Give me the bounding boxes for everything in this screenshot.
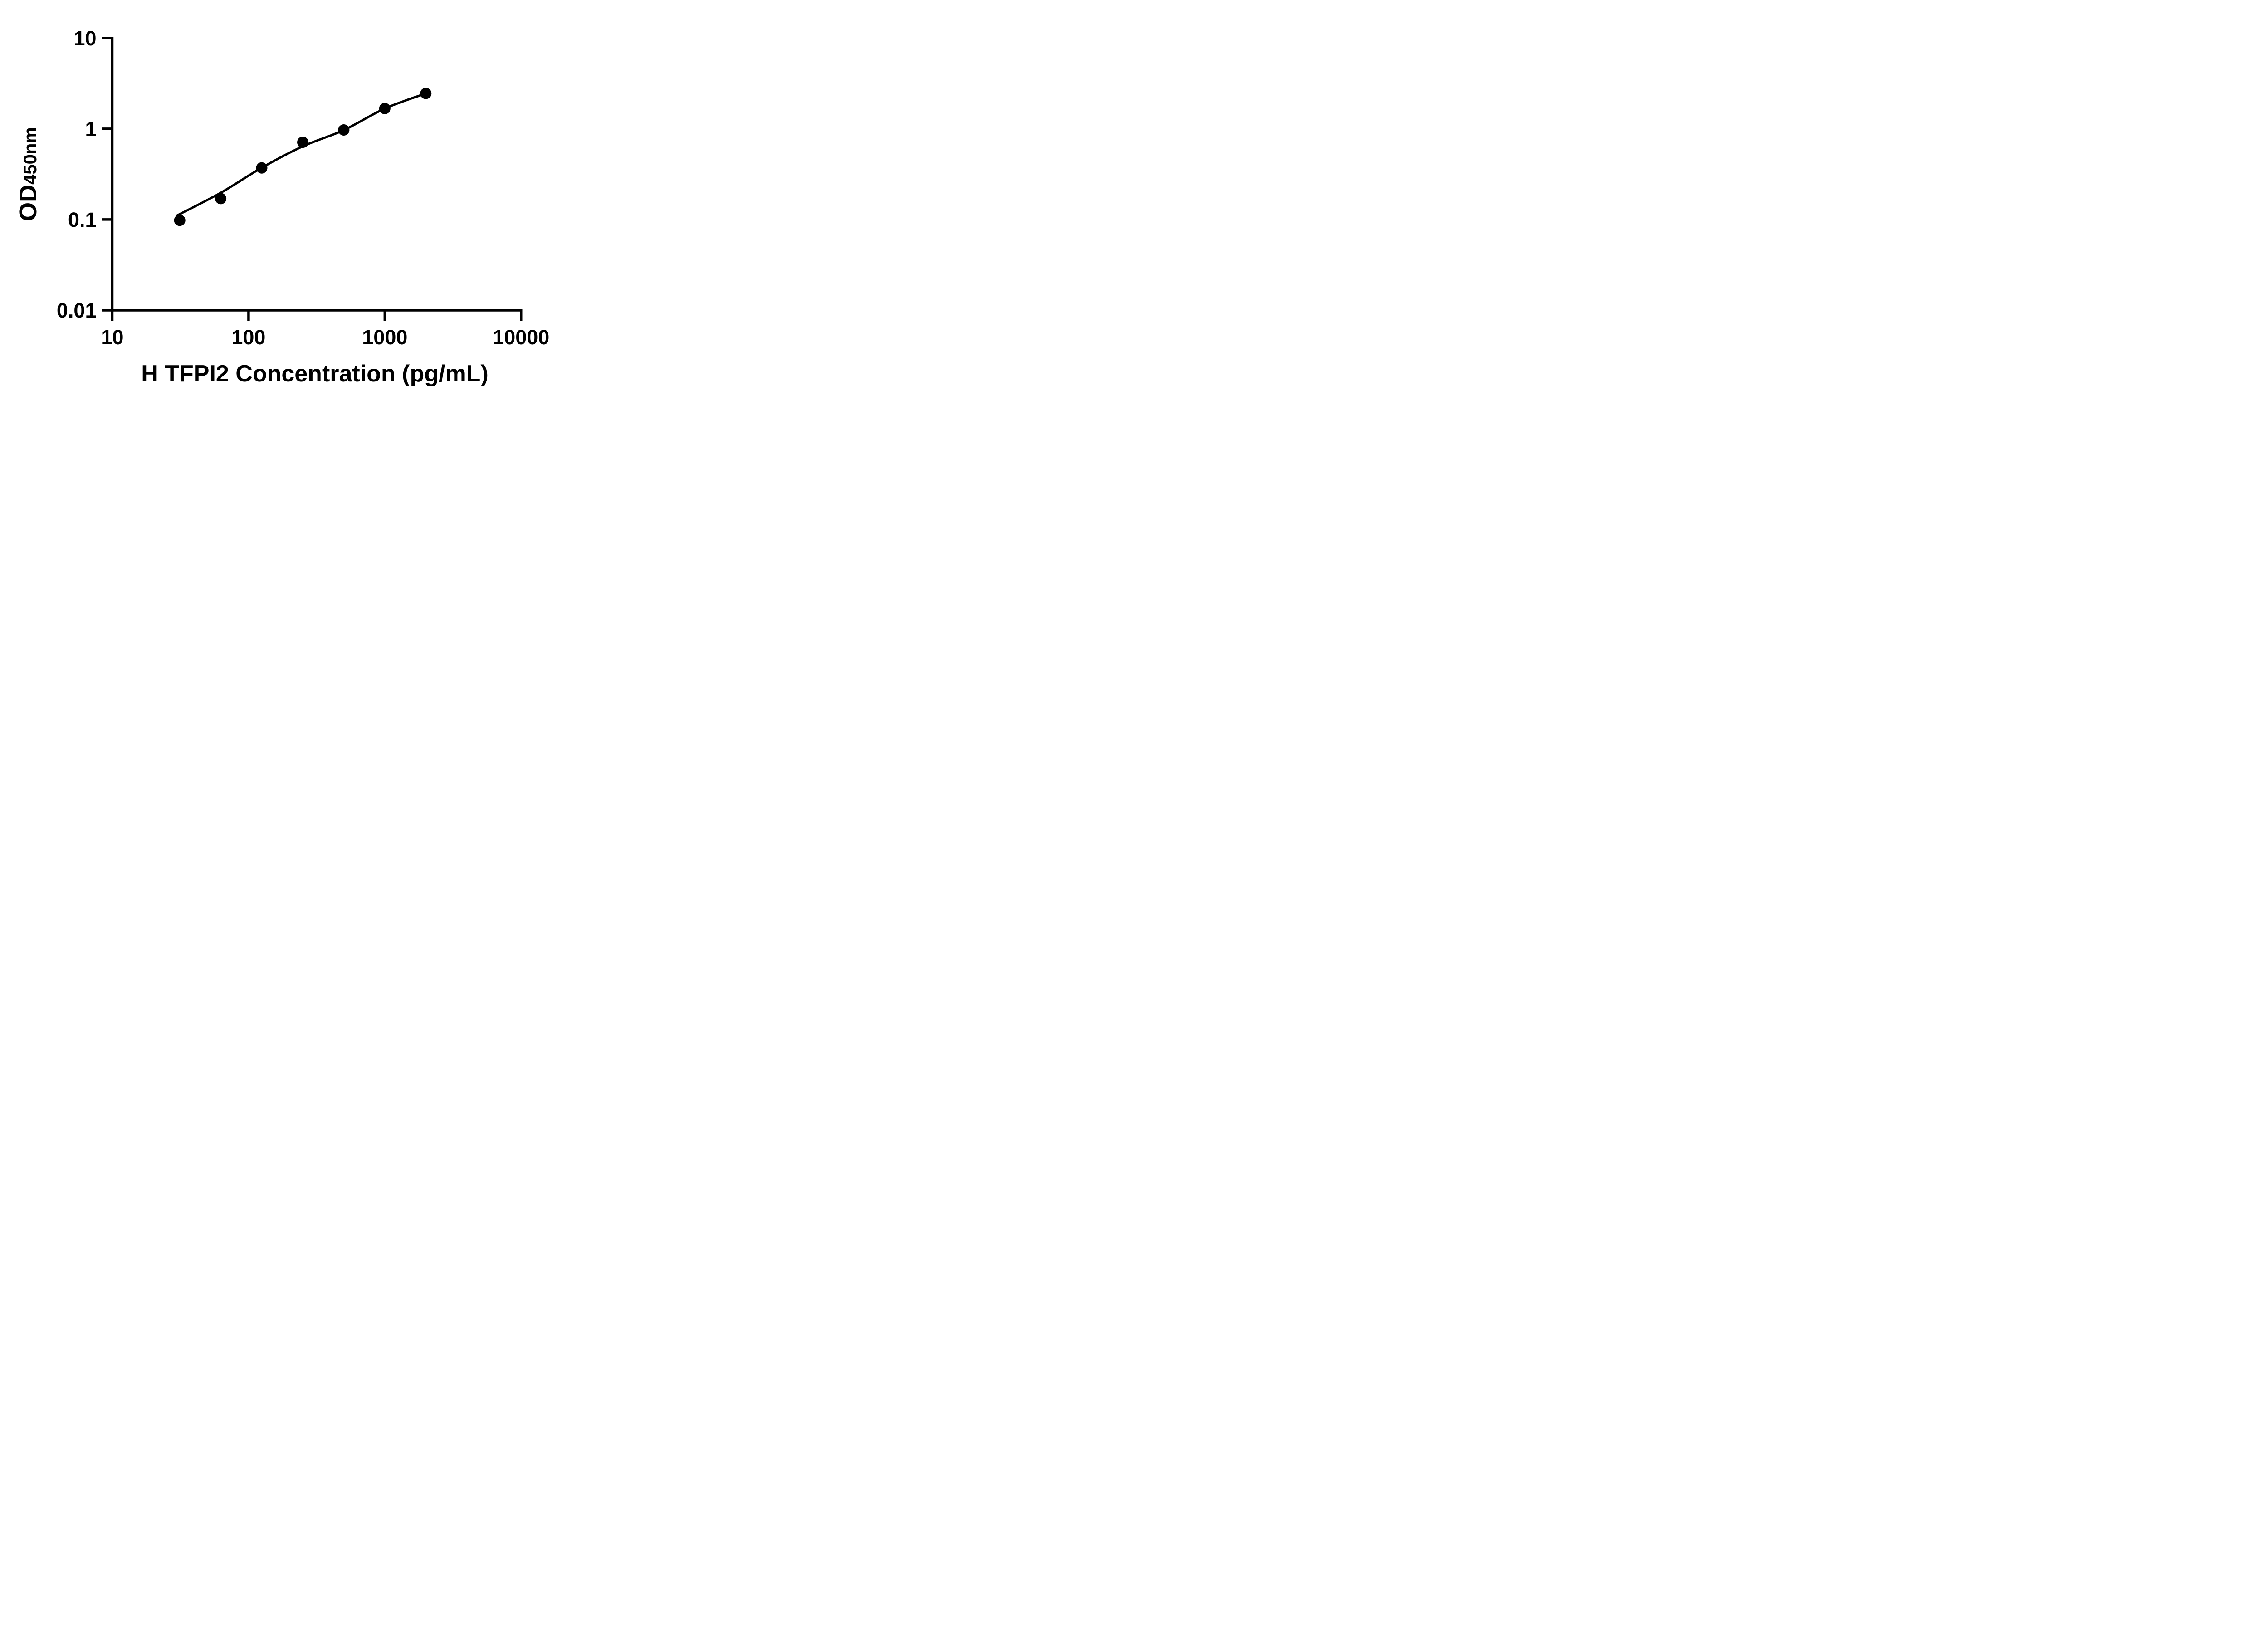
y-tick-label-0.01: 0.01 bbox=[57, 299, 97, 322]
data-point-2 bbox=[256, 162, 268, 174]
y-axis-title-main: OD bbox=[15, 185, 42, 221]
x-tick-label-10000: 10000 bbox=[493, 326, 549, 349]
x-tick-labels-layer: 10 100 1000 10000 bbox=[101, 326, 549, 349]
tick-marks-layer bbox=[102, 37, 523, 321]
data-point-3 bbox=[297, 137, 308, 148]
data-points-layer bbox=[174, 88, 432, 226]
x-tick-label-10: 10 bbox=[101, 326, 123, 349]
y-tick-labels-layer: 10 1 0.1 0.01 bbox=[57, 27, 97, 322]
axes-layer bbox=[111, 37, 523, 312]
data-point-1 bbox=[215, 193, 227, 205]
y-tick-label-1: 1 bbox=[85, 117, 96, 141]
y-tick-label-10: 10 bbox=[73, 27, 96, 50]
chart-plot-area: 10 100 1000 10000 10 1 0.1 0.01 H TFPI2 Concen… bbox=[15, 27, 549, 387]
y-axis-title-sub: 450nm bbox=[20, 127, 40, 185]
data-point-0 bbox=[174, 215, 186, 226]
x-tick-label-100: 100 bbox=[231, 326, 265, 349]
y-axis-title: OD450nm bbox=[15, 127, 42, 221]
data-point-4 bbox=[338, 124, 350, 136]
x-tick-label-1000: 1000 bbox=[362, 326, 407, 349]
data-point-6 bbox=[420, 88, 432, 99]
data-point-5 bbox=[379, 103, 391, 114]
x-axis-title: H TFPI2 Concentration (pg/mL) bbox=[141, 361, 489, 387]
y-tick-label-0.1: 0.1 bbox=[68, 208, 97, 231]
elisa-standard-curve-figure: 10 100 1000 10000 10 1 0.1 0.01 H TFPI2 Concen… bbox=[0, 0, 583, 408]
